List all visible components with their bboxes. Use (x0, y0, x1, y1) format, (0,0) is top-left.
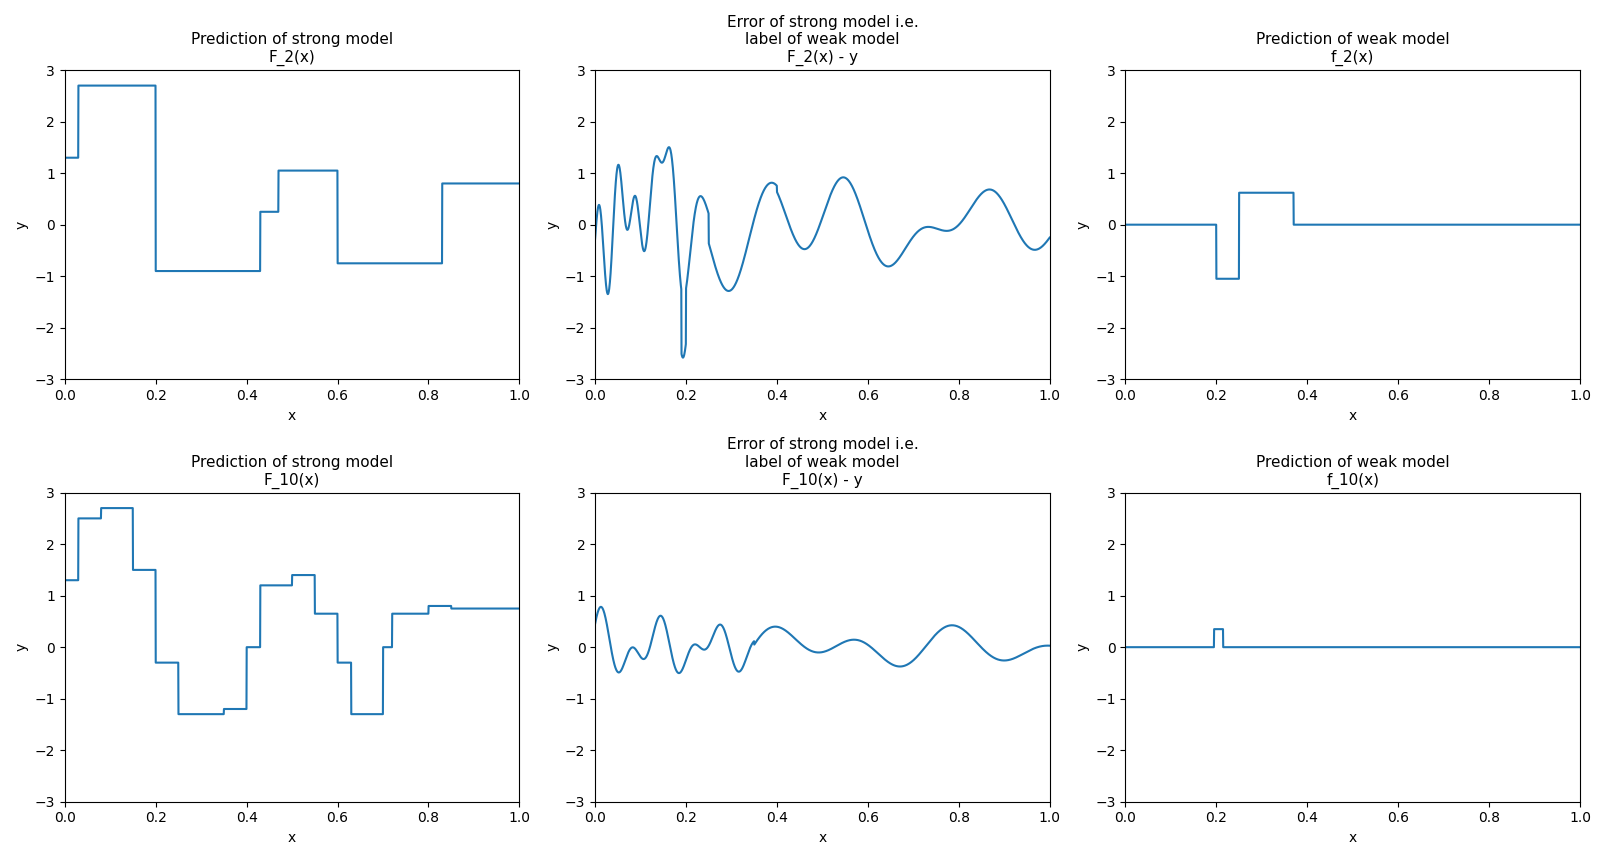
Title: Error of strong model i.e.
label of weak model
F_2(x) - y: Error of strong model i.e. label of weak… (725, 15, 918, 66)
Title: Error of strong model i.e.
label of weak model
F_10(x) - y: Error of strong model i.e. label of weak… (725, 438, 918, 488)
Title: Prediction of weak model
f_10(x): Prediction of weak model f_10(x) (1255, 455, 1449, 488)
X-axis label: x: x (819, 831, 827, 845)
X-axis label: x: x (1348, 408, 1356, 422)
Y-axis label: y: y (14, 643, 29, 651)
Y-axis label: y: y (546, 220, 559, 229)
Y-axis label: y: y (14, 220, 29, 229)
Y-axis label: y: y (1075, 643, 1088, 651)
Y-axis label: y: y (546, 643, 559, 651)
Y-axis label: y: y (1075, 220, 1088, 229)
Title: Prediction of strong model
F_10(x): Prediction of strong model F_10(x) (191, 455, 393, 488)
Title: Prediction of weak model
f_2(x): Prediction of weak model f_2(x) (1255, 33, 1449, 66)
X-axis label: x: x (1348, 831, 1356, 845)
X-axis label: x: x (287, 831, 295, 845)
Title: Prediction of strong model
F_2(x): Prediction of strong model F_2(x) (191, 33, 393, 66)
X-axis label: x: x (287, 408, 295, 422)
X-axis label: x: x (819, 408, 827, 422)
